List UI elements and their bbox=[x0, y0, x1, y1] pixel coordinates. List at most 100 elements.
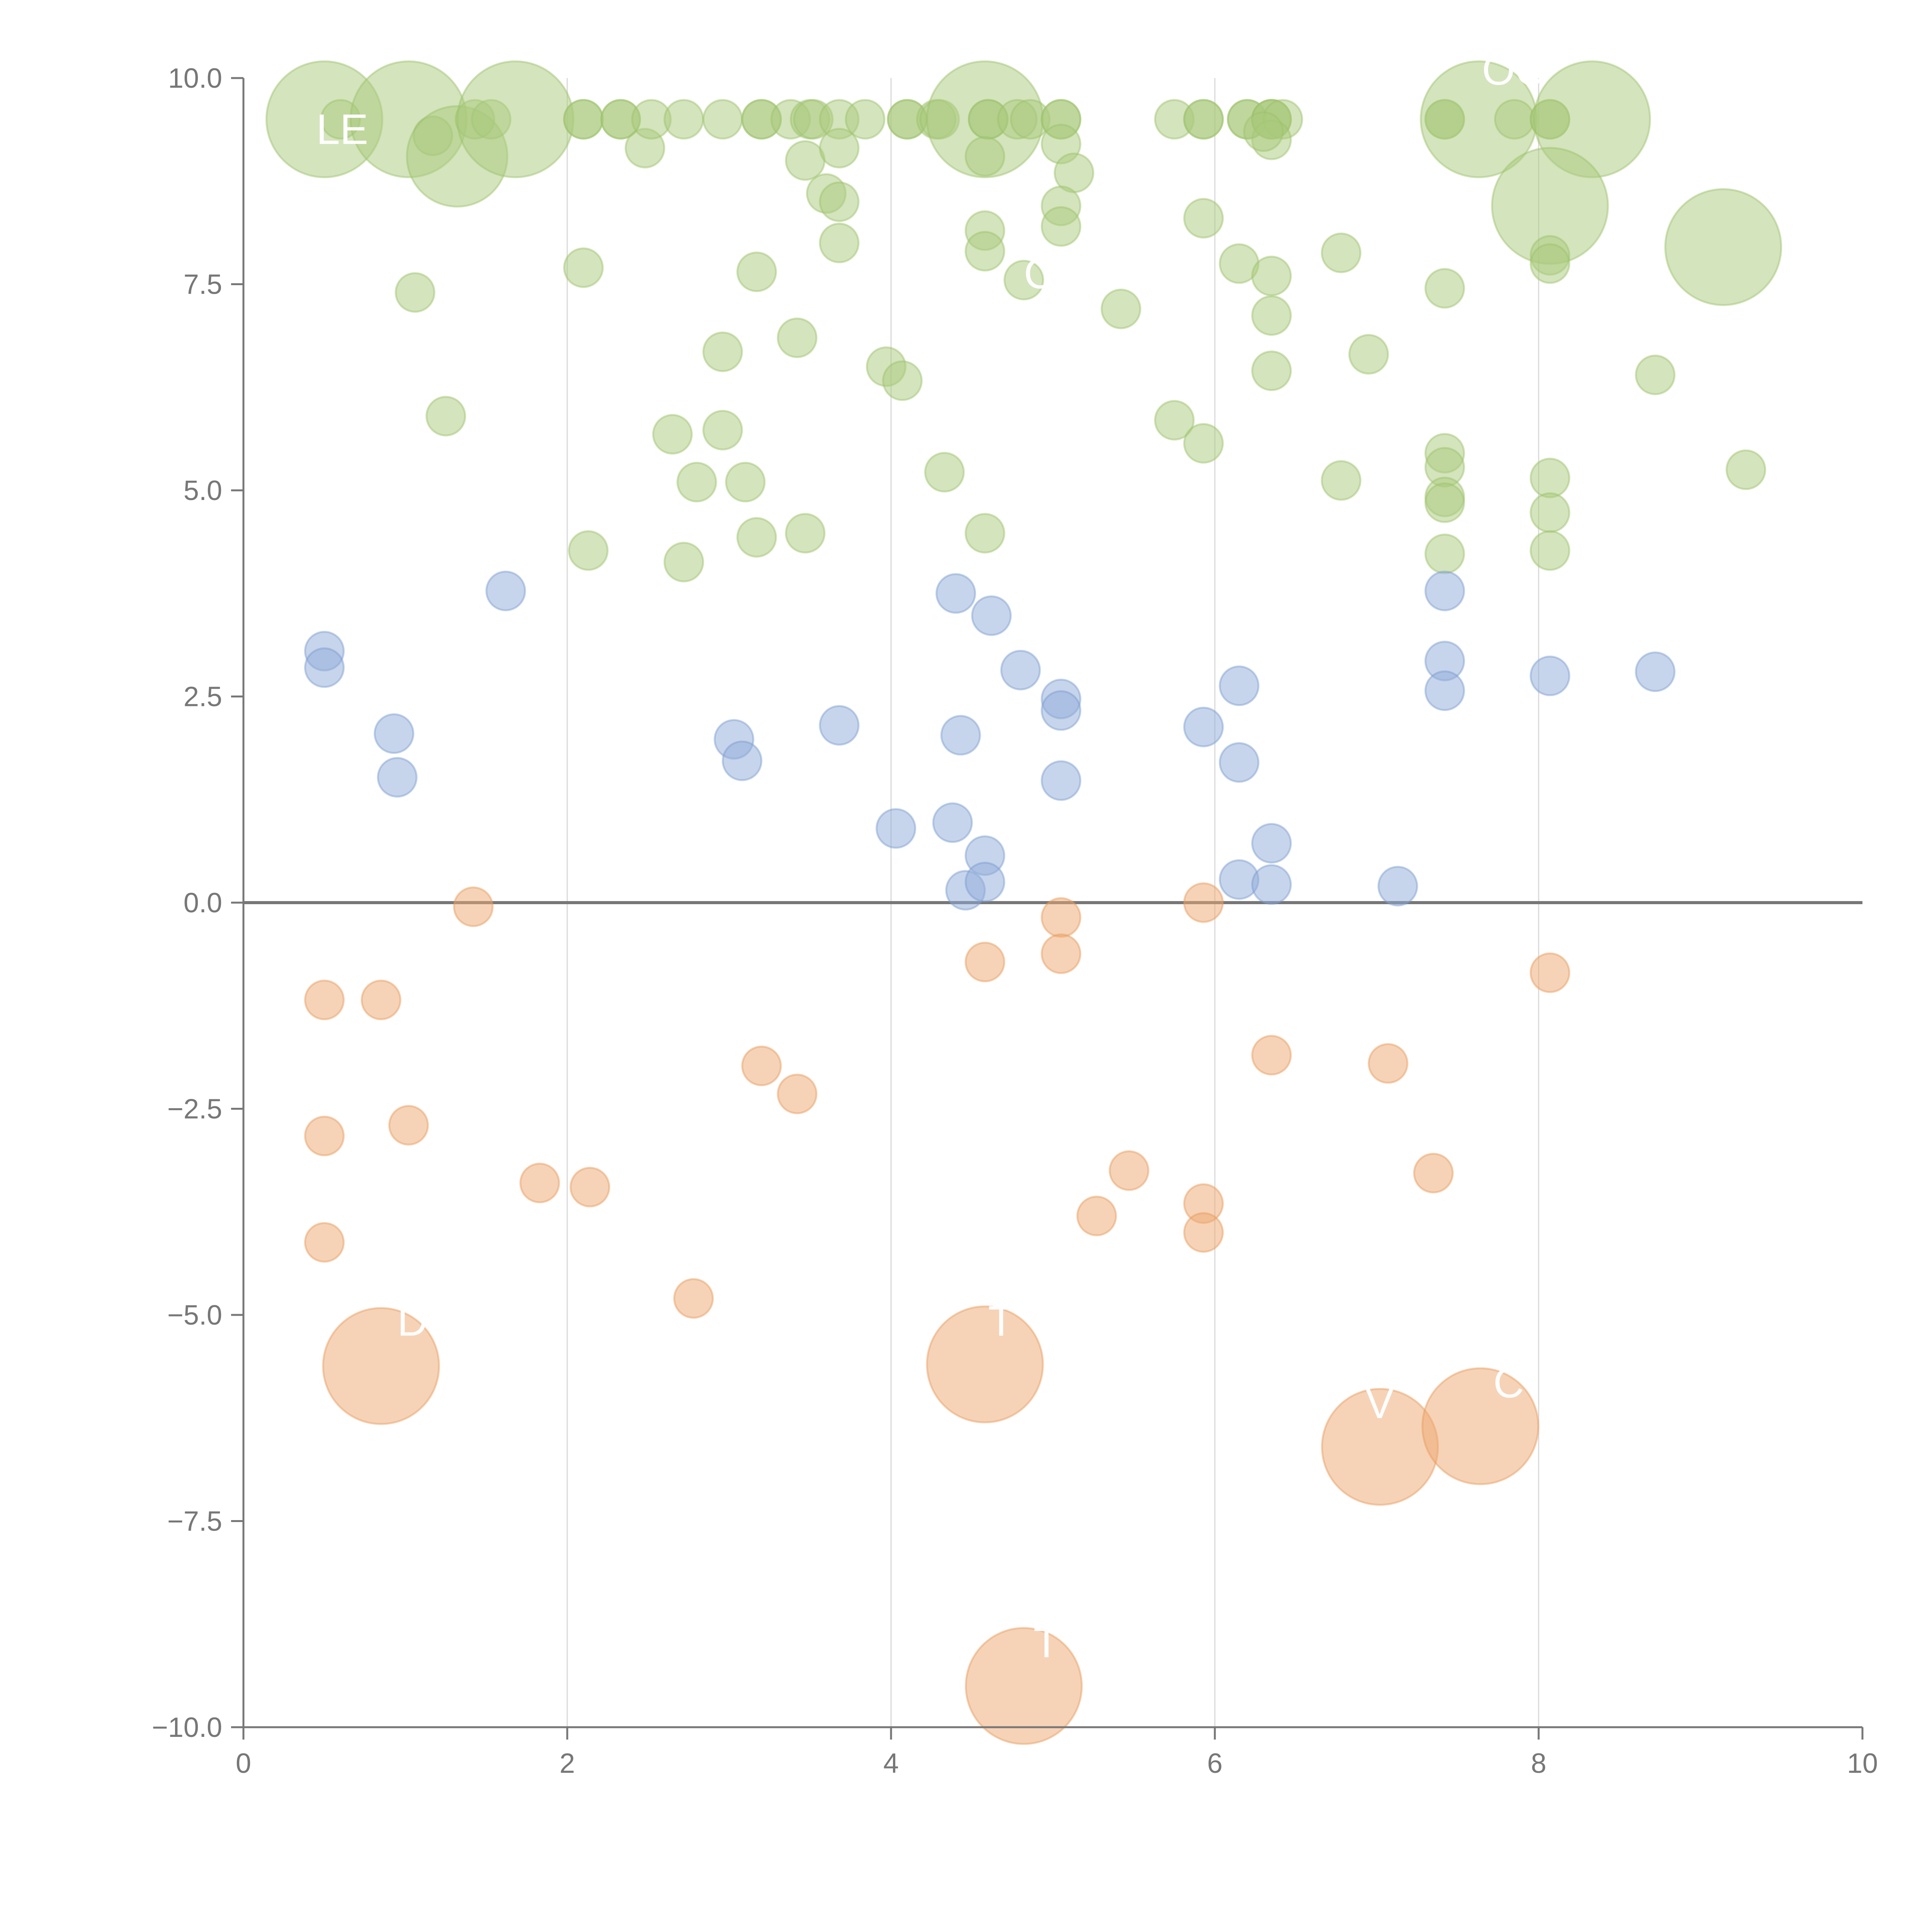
x-axis-ticks: 0 2 4 6 8 10 bbox=[236, 1727, 1878, 1779]
y-tick-label-3: −2.5 bbox=[167, 1094, 222, 1125]
point-green-105 bbox=[568, 530, 609, 571]
point-green-70 bbox=[563, 247, 604, 288]
point-green-106 bbox=[663, 542, 704, 583]
y-tick-label-4: 0.0 bbox=[184, 888, 222, 918]
point-blue-9 bbox=[932, 802, 973, 843]
point-green-108 bbox=[1529, 530, 1570, 571]
point-green-82 bbox=[882, 360, 923, 401]
point-orange-9 bbox=[741, 1046, 782, 1087]
point-green-43 bbox=[1041, 206, 1082, 247]
point-orange-6 bbox=[519, 1163, 560, 1204]
point-blue-18 bbox=[1041, 690, 1082, 731]
point-blue-8 bbox=[876, 808, 917, 849]
point-blue-2 bbox=[374, 713, 415, 754]
point-blue-14 bbox=[964, 862, 1005, 903]
point-blue-7 bbox=[819, 705, 860, 746]
point-blue-21 bbox=[1219, 665, 1260, 706]
point-green-68 bbox=[1664, 188, 1782, 306]
point-green-101 bbox=[1529, 492, 1570, 533]
point-orange-27 bbox=[965, 1627, 1083, 1745]
point-orange-5 bbox=[304, 1222, 345, 1263]
point-label-2: T bbox=[988, 1297, 1014, 1345]
point-green-104 bbox=[964, 513, 1005, 554]
point-orange-2 bbox=[361, 980, 401, 1020]
point-green-93 bbox=[676, 462, 717, 503]
y-tick-label-7: 7.5 bbox=[184, 269, 222, 300]
point-green-75 bbox=[1251, 295, 1292, 336]
point-blue-3 bbox=[377, 757, 418, 798]
point-blue-1 bbox=[304, 647, 345, 688]
point-green-61 bbox=[1494, 99, 1535, 140]
point-orange-3 bbox=[304, 1116, 345, 1156]
point-green-96 bbox=[1321, 460, 1362, 501]
point-label-7: C bbox=[1024, 250, 1054, 298]
point-orange-12 bbox=[1041, 897, 1082, 938]
point-orange-15 bbox=[1109, 1150, 1150, 1191]
point-blue-11 bbox=[940, 715, 981, 756]
point-labels: LE D T V C T OC C bbox=[316, 46, 1546, 1667]
point-blue-29 bbox=[1424, 670, 1465, 711]
point-orange-21 bbox=[1413, 1153, 1454, 1194]
x-tick-label-3: 6 bbox=[1207, 1748, 1223, 1779]
point-orange-8 bbox=[673, 1278, 714, 1319]
point-orange-1 bbox=[304, 980, 345, 1020]
point-green-80 bbox=[702, 331, 743, 372]
point-green-87 bbox=[652, 414, 693, 455]
y-tick-label-8: 10.0 bbox=[168, 63, 222, 94]
point-green-72 bbox=[1183, 198, 1224, 239]
point-orange-4 bbox=[388, 1105, 429, 1146]
y-tick-label-2: −5.0 bbox=[167, 1300, 222, 1331]
point-blue-27 bbox=[1424, 570, 1465, 611]
point-label-5: T bbox=[1034, 1619, 1060, 1667]
point-green-84 bbox=[1348, 334, 1389, 375]
point-label-6: OC bbox=[1482, 46, 1546, 94]
y-tick-label-1: −7.5 bbox=[167, 1506, 222, 1537]
point-blue-22 bbox=[1219, 742, 1260, 783]
point-green-77 bbox=[1321, 232, 1362, 273]
x-tick-label-4: 8 bbox=[1531, 1748, 1546, 1779]
point-blue-19 bbox=[1041, 760, 1082, 801]
data-points bbox=[265, 60, 1782, 1745]
point-green-100 bbox=[1424, 482, 1465, 523]
point-green-7 bbox=[456, 60, 575, 179]
point-green-74 bbox=[1251, 255, 1292, 296]
point-green-15 bbox=[702, 99, 743, 140]
x-tick-label-5: 10 bbox=[1847, 1748, 1878, 1779]
point-green-71 bbox=[736, 251, 777, 292]
point-green-45 bbox=[964, 231, 1005, 272]
point-green-98 bbox=[1725, 449, 1766, 490]
point-orange-0 bbox=[453, 886, 494, 927]
point-green-25 bbox=[819, 181, 860, 222]
point-label-0: LE bbox=[316, 106, 369, 153]
point-blue-16 bbox=[1000, 650, 1041, 690]
series-blue bbox=[304, 570, 1676, 911]
point-blue-10 bbox=[935, 573, 976, 614]
point-green-85 bbox=[1635, 354, 1676, 395]
point-green-23 bbox=[819, 128, 860, 168]
point-orange-16 bbox=[1183, 882, 1224, 923]
point-orange-20 bbox=[1367, 1043, 1408, 1084]
point-green-67 bbox=[1529, 243, 1570, 284]
y-tick-label-6: 5.0 bbox=[184, 475, 222, 506]
point-green-94 bbox=[725, 462, 766, 503]
point-green-49 bbox=[1183, 99, 1224, 140]
series-green bbox=[265, 60, 1782, 583]
point-green-95 bbox=[924, 452, 965, 493]
point-label-3: V bbox=[1366, 1380, 1394, 1427]
point-orange-23 bbox=[322, 1307, 440, 1425]
point-green-86 bbox=[425, 396, 466, 437]
point-blue-4 bbox=[485, 570, 526, 611]
point-green-97 bbox=[1529, 457, 1570, 498]
point-green-9 bbox=[563, 99, 604, 140]
point-green-76 bbox=[1100, 289, 1141, 330]
x-tick-label-0: 0 bbox=[236, 1748, 251, 1779]
point-orange-26 bbox=[1421, 1367, 1539, 1485]
point-orange-24 bbox=[926, 1305, 1044, 1423]
point-green-14 bbox=[663, 99, 704, 140]
point-blue-6 bbox=[722, 740, 763, 781]
point-green-78 bbox=[1424, 268, 1465, 309]
point-orange-22 bbox=[1529, 952, 1570, 993]
point-green-46 bbox=[1003, 260, 1044, 301]
point-orange-11 bbox=[964, 942, 1005, 983]
